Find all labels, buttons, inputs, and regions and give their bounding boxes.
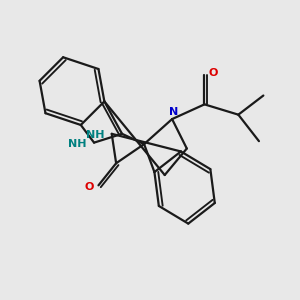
Text: O: O bbox=[208, 68, 218, 78]
Text: N: N bbox=[169, 107, 178, 117]
Text: NH: NH bbox=[86, 130, 104, 140]
Text: NH: NH bbox=[68, 139, 87, 149]
Text: O: O bbox=[84, 182, 94, 192]
